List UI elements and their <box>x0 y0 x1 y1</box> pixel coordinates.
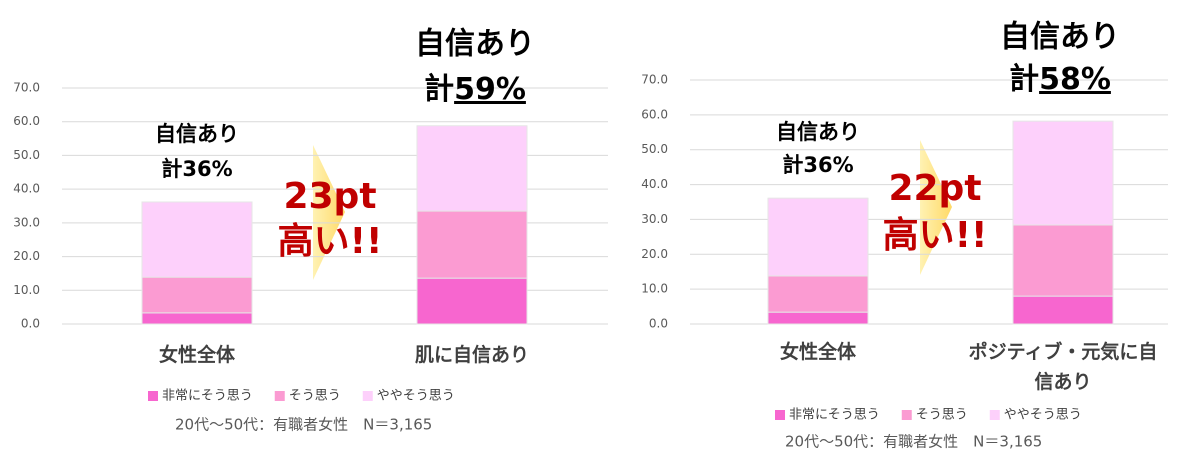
y-tick-label: 60.0 <box>641 107 668 121</box>
annotation-prefix: 計 <box>1009 62 1039 97</box>
legend-label: そう思う <box>289 389 341 404</box>
bar-segment <box>1012 120 1114 226</box>
y-tick-label: 30.0 <box>641 212 668 226</box>
x-tick-label-box: 女性全体 <box>158 344 235 366</box>
legend-label: 非常にそう思う <box>162 389 253 404</box>
x-tick-label-box: 女性全体 <box>779 341 856 363</box>
bar-segment <box>141 201 253 278</box>
y-tick-label: 40.0 <box>641 177 668 191</box>
y-tick-label: 20.0 <box>641 247 668 261</box>
legend-swatch <box>148 391 158 401</box>
annotation: 自信あり <box>415 27 535 62</box>
y-tick-label: 20.0 <box>13 249 40 263</box>
bar-segment <box>416 210 528 279</box>
legend-label: ややそう思う <box>1004 408 1082 423</box>
x-tick-label: 女性全体 <box>779 341 856 363</box>
y-tick-label: 60.0 <box>13 114 40 128</box>
annotation-total: 58% <box>1039 62 1111 97</box>
bar-segment <box>767 275 869 313</box>
y-tick-label: 0.0 <box>21 317 40 331</box>
annotation: 高い!! <box>278 221 383 262</box>
legend-swatch <box>362 391 373 401</box>
legend-swatch <box>274 391 285 401</box>
bar-segment <box>141 276 253 314</box>
y-tick-label: 50.0 <box>13 148 40 162</box>
y-tick-label: 40.0 <box>13 182 40 196</box>
bar-segment <box>1012 224 1114 297</box>
y-tick-label: 10.0 <box>641 282 668 296</box>
bar-segment <box>416 125 528 212</box>
bar-segment <box>767 311 869 325</box>
y-tick-label: 10.0 <box>13 283 40 297</box>
legend-label: 非常にそう思う <box>789 408 880 423</box>
y-tick-label: 50.0 <box>641 142 668 156</box>
x-tick-label: 女性全体 <box>158 344 235 366</box>
y-tick-label: 30.0 <box>13 215 40 229</box>
annotation: 自信あり <box>1000 20 1120 55</box>
legend-swatch <box>901 410 912 420</box>
annotation: 自信あり <box>776 120 860 144</box>
y-tick-label: 0.0 <box>649 317 668 331</box>
y-tick-label: 70.0 <box>641 73 668 87</box>
legend-label: ややそう思う <box>377 389 455 404</box>
bar-segment <box>141 312 253 325</box>
x-tick-label-box: 肌に自信あり <box>414 344 529 366</box>
footnote: 20代～50代：有職者女性 N＝3,165 <box>175 416 432 434</box>
bar-segment <box>767 197 869 277</box>
annotation-total: 59% <box>454 72 526 107</box>
legend-swatch <box>989 410 1000 420</box>
annotation: 計36% <box>782 153 853 177</box>
legend-label: そう思う <box>916 408 968 423</box>
arrow <box>920 140 952 275</box>
annotation: 計36% <box>161 157 232 181</box>
annotation: 自信あり <box>155 122 239 146</box>
bar-segment <box>416 277 528 325</box>
footnote: 20代～50代：有職者女性 N＝3,165 <box>785 433 1042 451</box>
annotation: 高い!! <box>883 215 988 256</box>
annotation: 計59% <box>424 72 526 107</box>
x-tick-label: ポジティブ・元気に自信あり <box>968 341 1158 393</box>
annotation-prefix: 計 <box>424 72 454 107</box>
annotation: 23pt <box>283 176 376 217</box>
x-tick-label-box: ポジティブ・元気に自信あり <box>968 341 1158 393</box>
legend-swatch <box>775 410 785 420</box>
annotation: 22pt <box>888 168 981 209</box>
annotation: 計58% <box>1009 62 1111 97</box>
bar-segment <box>1012 295 1114 325</box>
arrow <box>313 145 345 280</box>
x-tick-label: 肌に自信あり <box>414 344 529 366</box>
y-tick-label: 70.0 <box>13 81 40 95</box>
